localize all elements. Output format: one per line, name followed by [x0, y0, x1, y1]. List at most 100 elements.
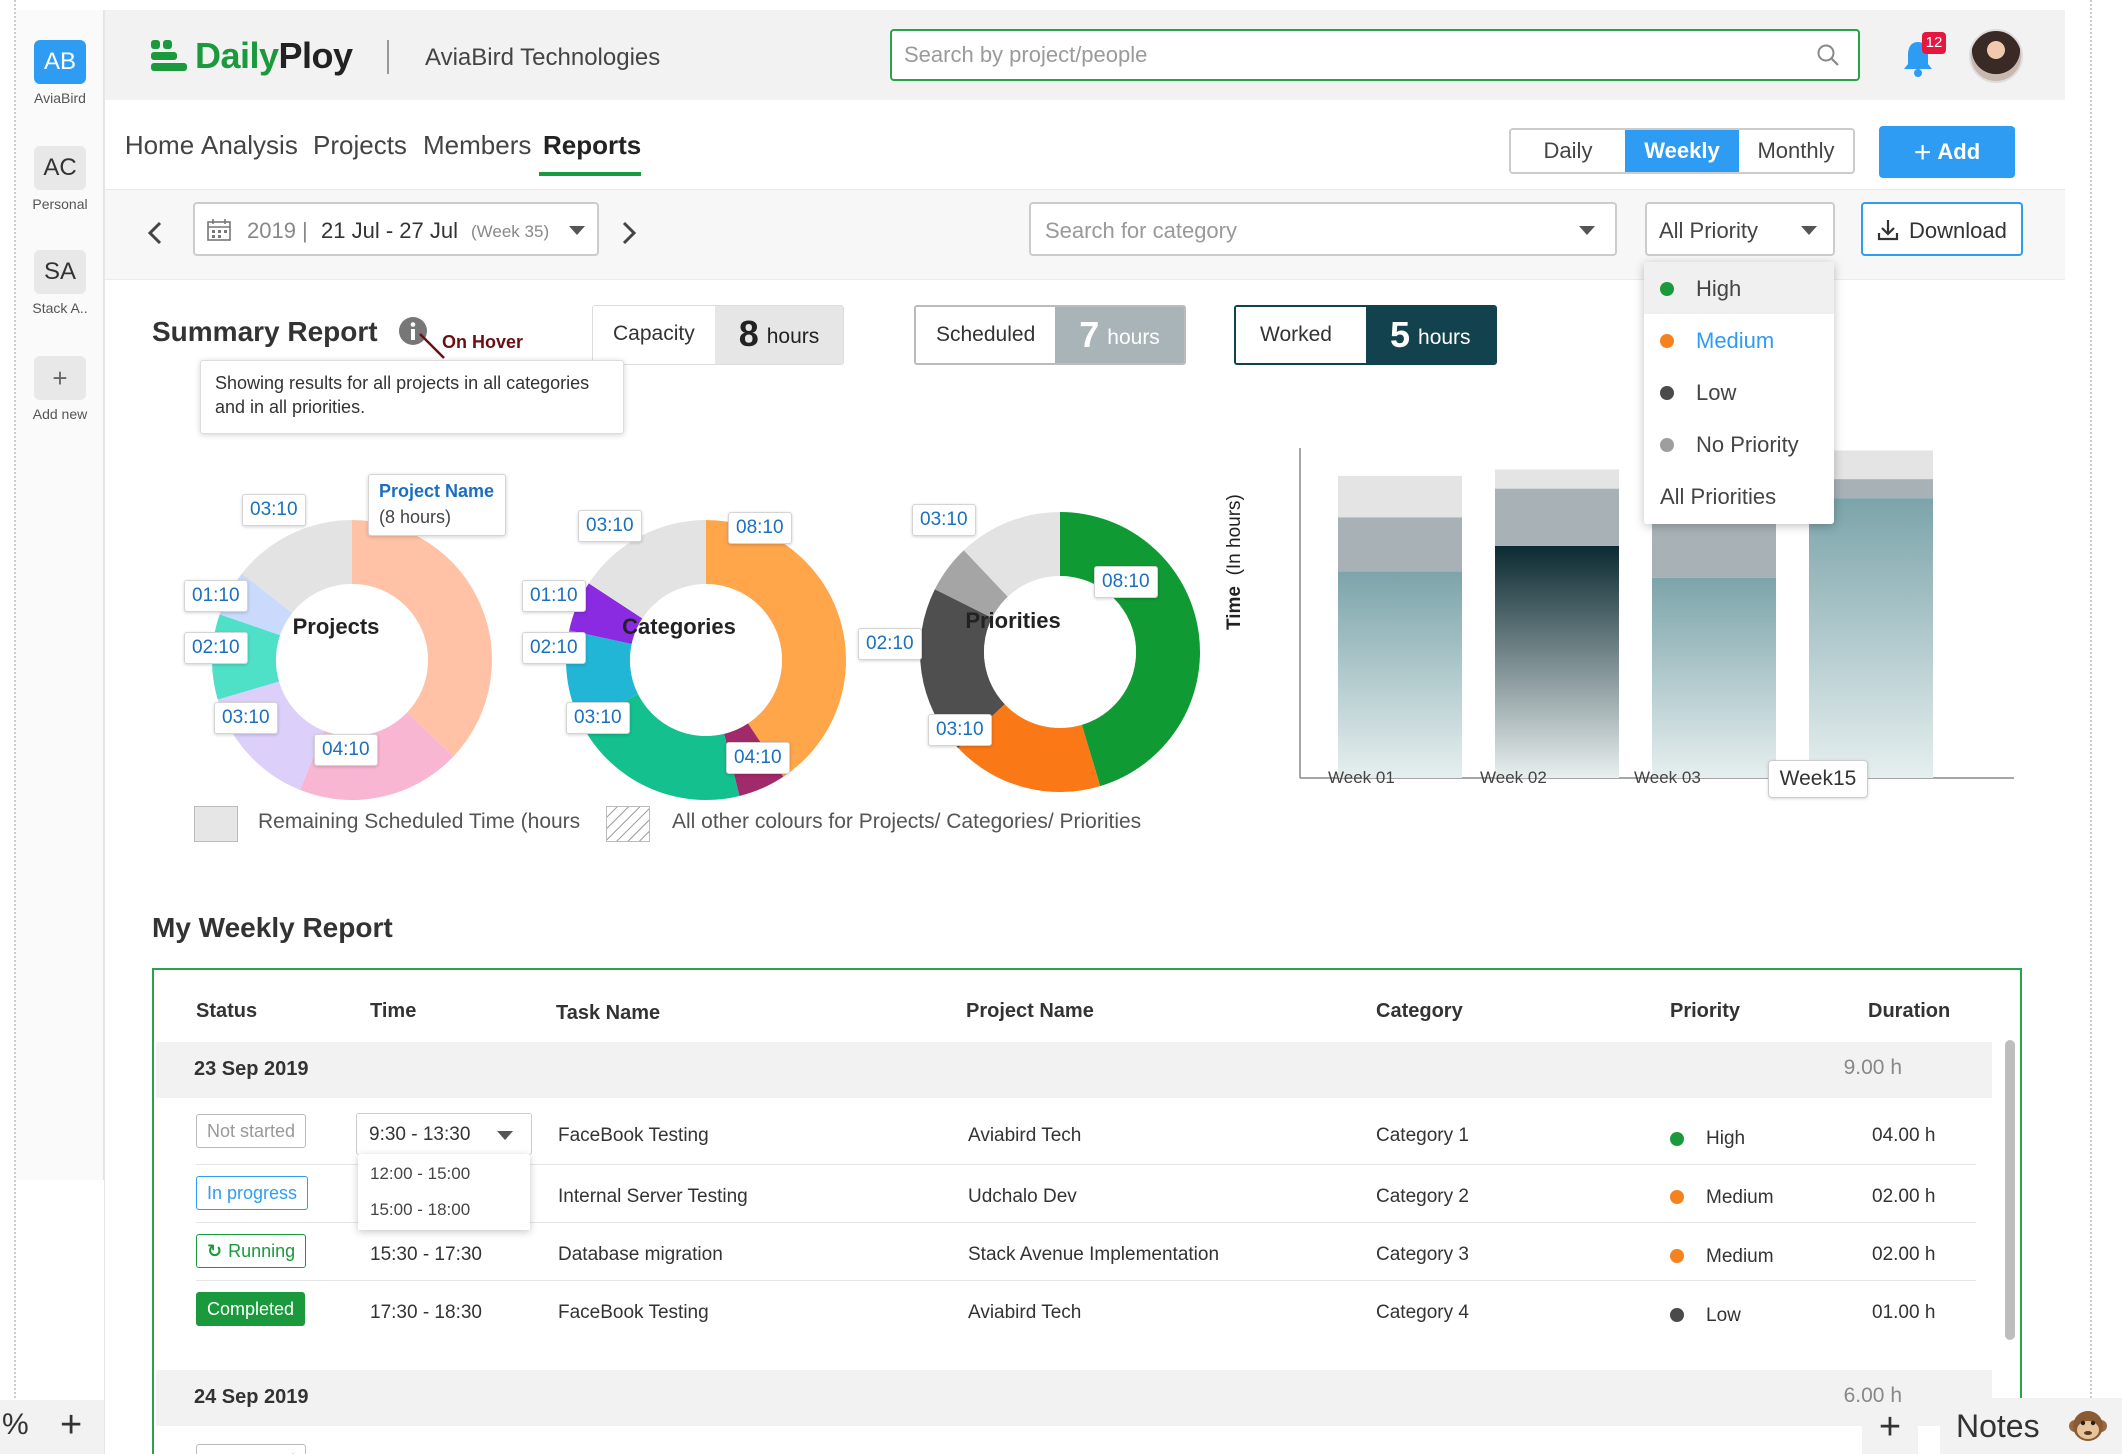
- bar-x-tick: Week 01: [1328, 768, 1395, 787]
- bar-segment[interactable]: [1809, 498, 1933, 778]
- summary-title: Summary Report: [152, 316, 378, 347]
- add-button[interactable]: + Add: [1879, 126, 2015, 178]
- y-axis-label: Time: [1224, 585, 1245, 630]
- nav-active-underline: [539, 172, 641, 176]
- bar-segment[interactable]: [1652, 523, 1776, 578]
- category-name: Category 3: [1376, 1244, 1469, 1265]
- row-divider: [196, 1222, 1976, 1223]
- chevron-left-icon[interactable]: [141, 218, 171, 248]
- logo[interactable]: Daily Ploy: [151, 35, 353, 76]
- workspace-stack-avenue[interactable]: SA Stack A..: [16, 250, 104, 316]
- nav-analysis[interactable]: Analysis: [201, 130, 298, 160]
- week-picker[interactable]: 2019 | 21 Jul - 27 Jul (Week 35): [193, 202, 599, 256]
- priority-option-all[interactable]: All Priorities: [1644, 470, 1834, 522]
- org-name[interactable]: AviaBird Technologies: [425, 44, 661, 71]
- avatar[interactable]: [1969, 29, 2023, 83]
- time-slot-option[interactable]: 15:00 - 18:00: [370, 1200, 471, 1219]
- priority-name: Low: [1706, 1305, 1741, 1326]
- priority-option-medium[interactable]: Medium: [1644, 314, 1834, 366]
- bar-segment[interactable]: [1495, 469, 1619, 489]
- bar-segment[interactable]: [1652, 577, 1776, 778]
- hover-pointer: [419, 333, 445, 359]
- caret-down-icon: [1801, 226, 1817, 235]
- chevron-right-icon[interactable]: [613, 218, 643, 248]
- category-select[interactable]: Search for category: [1029, 202, 1617, 256]
- workspace-badge[interactable]: AC: [34, 146, 86, 190]
- zoom-widget: % +: [0, 1400, 104, 1454]
- bar-segment[interactable]: [1495, 488, 1619, 546]
- projects-slice-label: 03:10: [242, 494, 306, 526]
- priority-option-none[interactable]: No Priority: [1644, 418, 1834, 470]
- projects-slice[interactable]: [241, 520, 352, 614]
- bar-segment[interactable]: [1338, 475, 1462, 518]
- time-range: 17:30 - 18:30: [370, 1302, 482, 1323]
- priority-name: Medium: [1706, 1187, 1774, 1208]
- status-badge[interactable]: Not started: [196, 1444, 307, 1454]
- table-scrollbar[interactable]: [2005, 1040, 2015, 1340]
- priorities-slice[interactable]: [963, 512, 1060, 597]
- workspace-aviabird[interactable]: AB AviaBird: [16, 40, 104, 106]
- bar-segment[interactable]: [1809, 479, 1933, 499]
- download-button[interactable]: Download: [1861, 202, 2023, 256]
- categories-slice-label: 04:10: [726, 742, 790, 774]
- status-badge[interactable]: Completed: [196, 1292, 306, 1326]
- status-badge[interactable]: In progress: [196, 1176, 309, 1210]
- workspace-personal[interactable]: AC Personal: [16, 146, 104, 212]
- priority-dot: [1660, 334, 1674, 348]
- categories-slice[interactable]: [588, 520, 706, 619]
- column-header-category: Category: [1376, 1000, 1463, 1022]
- add-note-icon[interactable]: +: [1862, 1402, 1918, 1454]
- nav-home[interactable]: Home: [124, 130, 195, 160]
- bar-y-axis-title: Time (In hours): [1224, 494, 1246, 630]
- priority-menu: High Medium Low No Priority All Prioriti…: [1644, 262, 1834, 524]
- add-workspace[interactable]: + Add new: [16, 356, 104, 422]
- nav-members[interactable]: Members: [423, 130, 532, 160]
- bar-segment[interactable]: [1338, 517, 1462, 572]
- info-icon[interactable]: [398, 316, 428, 346]
- categories-slice[interactable]: [706, 520, 846, 777]
- projects-slice[interactable]: [352, 520, 492, 757]
- category-name: Category 4: [1376, 1302, 1469, 1323]
- priorities-slice[interactable]: [920, 589, 1005, 749]
- time-slot-option[interactable]: 12:00 - 15:00: [370, 1164, 471, 1183]
- duration: 01.00 h: [1872, 1302, 1936, 1323]
- bar-segment[interactable]: [1495, 545, 1619, 778]
- workspace-badge[interactable]: SA: [34, 250, 86, 294]
- priority-option-low[interactable]: Low: [1644, 366, 1834, 418]
- scheduled-value: 7 hours: [1055, 307, 1184, 363]
- status-badge[interactable]: Not started: [196, 1114, 307, 1148]
- zoom-percent[interactable]: %: [2, 1408, 29, 1441]
- day-group-header: 23 Sep 2019 9.00 h: [156, 1042, 1992, 1098]
- view-weekly-button[interactable]: Weekly: [1625, 130, 1739, 172]
- search-icon[interactable]: [1816, 43, 1840, 67]
- search-input[interactable]: [892, 31, 1772, 79]
- workspace-badge[interactable]: AB: [34, 40, 86, 84]
- hover-annotation: On Hover: [442, 332, 524, 352]
- priority-dot: [1670, 1249, 1684, 1263]
- nav-projects[interactable]: Projects: [313, 130, 407, 160]
- categories-slice[interactable]: [569, 583, 643, 644]
- calendar-icon: [207, 219, 231, 241]
- logo-icon: [151, 38, 191, 74]
- monkey-icon: [2069, 1411, 2107, 1441]
- view-monthly-button[interactable]: Monthly: [1739, 130, 1853, 172]
- refresh-icon: ↻: [207, 1241, 223, 1261]
- status-badge[interactable]: ↻ Running: [196, 1234, 307, 1268]
- nav-reports[interactable]: Reports: [543, 130, 642, 160]
- duration: 02.00 h: [1872, 1244, 1936, 1265]
- zoom-in-icon[interactable]: +: [60, 1404, 83, 1446]
- notes-widget[interactable]: Notes: [1940, 1398, 2122, 1454]
- priority-dot: [1670, 1308, 1684, 1322]
- column-header-project: Project Name: [966, 1000, 1094, 1022]
- priorities-slice[interactable]: [958, 704, 1101, 792]
- priority-dot: [1660, 282, 1674, 296]
- priorities-slice[interactable]: [934, 550, 1008, 618]
- bar-x-tick-active[interactable]: Week15: [1768, 760, 1868, 798]
- priority-select[interactable]: All Priority: [1645, 202, 1835, 256]
- priority-option-high[interactable]: High: [1644, 262, 1834, 314]
- time-slot-select[interactable]: 9:30 - 13:30: [356, 1113, 532, 1155]
- bar-segment[interactable]: [1338, 571, 1462, 778]
- add-workspace-button[interactable]: +: [34, 356, 86, 400]
- duration: 04.00 h: [1872, 1125, 1936, 1146]
- view-daily-button[interactable]: Daily: [1511, 130, 1625, 172]
